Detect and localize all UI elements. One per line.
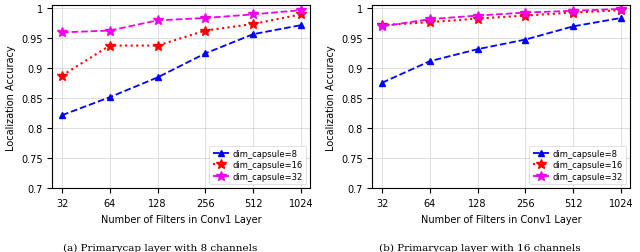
Text: (a) Primarycap layer with 8 channels: (a) Primarycap layer with 8 channels (63, 243, 257, 252)
Legend: dim_capsule=8, dim_capsule=16, dim_capsule=32: dim_capsule=8, dim_capsule=16, dim_capsu… (529, 146, 627, 184)
dim_capsule=8 (617, 17, 625, 20)
dim_capsule=32 (474, 15, 481, 18)
X-axis label: Number of Filters in Conv1 Layer: Number of Filters in Conv1 Layer (421, 214, 582, 224)
dim_capsule=8 (474, 48, 481, 51)
dim_capsule=16 (250, 23, 257, 26)
dim_capsule=16 (617, 10, 625, 13)
dim_capsule=16 (426, 22, 434, 25)
Line: dim_capsule=16: dim_capsule=16 (377, 6, 626, 31)
dim_capsule=8 (570, 26, 577, 29)
dim_capsule=8 (426, 60, 434, 64)
dim_capsule=32 (106, 30, 114, 33)
dim_capsule=32 (617, 8, 625, 11)
dim_capsule=16 (297, 14, 305, 17)
dim_capsule=8 (58, 114, 66, 117)
dim_capsule=16 (202, 30, 209, 33)
dim_capsule=32 (378, 26, 386, 29)
Line: dim_capsule=32: dim_capsule=32 (57, 6, 306, 38)
dim_capsule=32 (426, 19, 434, 22)
Text: (b) Primarycap layer with 16 channels: (b) Primarycap layer with 16 channels (379, 243, 581, 252)
dim_capsule=8 (522, 39, 529, 42)
dim_capsule=8 (106, 96, 114, 99)
dim_capsule=16 (154, 45, 161, 48)
dim_capsule=8 (202, 53, 209, 56)
dim_capsule=16 (522, 15, 529, 18)
dim_capsule=32 (297, 10, 305, 13)
dim_capsule=32 (570, 10, 577, 13)
dim_capsule=8 (250, 34, 257, 37)
Line: dim_capsule=32: dim_capsule=32 (377, 5, 626, 32)
Y-axis label: Localization Accuracy: Localization Accuracy (326, 45, 335, 150)
dim_capsule=32 (58, 32, 66, 35)
Legend: dim_capsule=8, dim_capsule=16, dim_capsule=32: dim_capsule=8, dim_capsule=16, dim_capsu… (209, 146, 307, 184)
dim_capsule=16 (378, 24, 386, 27)
dim_capsule=32 (202, 17, 209, 20)
dim_capsule=16 (106, 45, 114, 48)
dim_capsule=16 (474, 18, 481, 21)
dim_capsule=32 (250, 14, 257, 17)
dim_capsule=8 (154, 77, 161, 80)
Line: dim_capsule=16: dim_capsule=16 (57, 11, 306, 81)
dim_capsule=16 (570, 12, 577, 15)
dim_capsule=32 (154, 20, 161, 23)
dim_capsule=8 (378, 82, 386, 85)
dim_capsule=32 (522, 12, 529, 15)
Y-axis label: Localization Accuracy: Localization Accuracy (6, 45, 15, 150)
Line: dim_capsule=8: dim_capsule=8 (59, 23, 304, 119)
X-axis label: Number of Filters in Conv1 Layer: Number of Filters in Conv1 Layer (101, 214, 262, 224)
dim_capsule=8 (297, 24, 305, 27)
Line: dim_capsule=8: dim_capsule=8 (379, 16, 624, 86)
dim_capsule=16 (58, 75, 66, 78)
